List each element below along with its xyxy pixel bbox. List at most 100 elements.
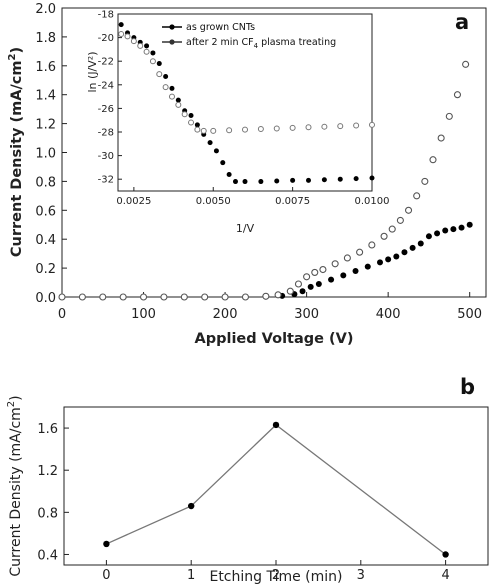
panel-b-plot-frame — [63, 406, 489, 566]
panel-b-y-tick-label: 1.6 — [37, 422, 58, 437]
legend-marker-plasma — [169, 39, 175, 45]
inset-y-tick-label: -30 — [98, 151, 114, 162]
panel-a-data-point — [303, 273, 311, 281]
panel-a-data-point — [453, 91, 462, 99]
inset-data-point — [194, 122, 200, 128]
panel-b-y-tick-label: 0.8 — [37, 506, 58, 521]
panel-b-x-tick-label: 1 — [187, 568, 195, 583]
inset-data-point — [149, 58, 156, 65]
panel-b-x-tick-label: 3 — [357, 568, 365, 583]
panel-a-data-point — [262, 292, 270, 300]
inset-x-tick-label: 0.0100 — [355, 196, 390, 207]
panel-a-data-point — [434, 230, 441, 237]
panel-a-data-point — [377, 259, 383, 266]
inset-data-point — [321, 123, 328, 130]
inset-data-point — [175, 97, 181, 103]
inset-plot-frame — [117, 13, 373, 192]
panel-a-y-tick-label: 1.4 — [35, 89, 56, 104]
inset-data-point — [353, 176, 359, 182]
inset-data-point — [150, 50, 156, 56]
panel-a-data-point — [201, 293, 209, 301]
panel-a-data-point — [331, 260, 339, 268]
inset-data-point — [188, 112, 194, 118]
panel-a-data-point — [445, 112, 453, 120]
panel-a-y-tick-label: 0.4 — [35, 233, 56, 248]
panel-a-data-point — [393, 253, 400, 260]
panel-a-data-point — [286, 287, 294, 295]
inset-data-point — [144, 43, 150, 49]
inset-data-point — [156, 71, 163, 78]
panel-a-data-point — [450, 226, 457, 233]
inset-data-point — [194, 126, 201, 133]
inset-data-point — [200, 127, 207, 134]
panel-a-x-axis-title: Applied Voltage (V) — [195, 331, 354, 347]
panel-b-data-point — [188, 502, 195, 510]
inset-x-tick-label: 0.0050 — [196, 196, 231, 207]
legend-marker-as-grown — [169, 24, 175, 30]
panel-a-data-point — [458, 224, 465, 231]
panel-a-data-point — [417, 240, 424, 247]
panel-a-series-0 — [59, 221, 473, 300]
panel-a-y-tick-label: 0.8 — [35, 175, 56, 190]
panel-a-data-point — [368, 241, 376, 249]
inset-data-point — [213, 148, 219, 154]
panel-a-data-point — [221, 293, 229, 301]
panel-a-label: a — [455, 10, 469, 34]
inset-data-point — [143, 48, 150, 55]
inset-data-point — [124, 33, 131, 40]
panel-a-x-tick-label: 200 — [213, 307, 238, 322]
panel-b-y-tick-label: 0.4 — [37, 548, 58, 563]
inset-data-point — [337, 176, 343, 182]
panel-a-data-point — [404, 206, 413, 214]
panel-b-series-line — [106, 424, 446, 555]
panel-a-data-point — [352, 267, 359, 274]
inset-data-point — [169, 85, 175, 91]
panel-a-y-axis-title: Current Density (mA/cm2) — [7, 47, 25, 257]
inset-data-point — [273, 125, 280, 132]
panel-a-data-point — [139, 293, 148, 301]
panel-b-label: b — [460, 375, 475, 399]
inset-data-point — [258, 179, 264, 185]
panel-a-data-point — [99, 293, 107, 301]
panel-a-data-point — [241, 293, 250, 301]
panel-a-data-point — [413, 192, 421, 200]
inset-y-axis-title: ln (J/V²) — [86, 52, 99, 93]
inset-data-point — [257, 126, 264, 133]
panel-a-data-point — [315, 280, 322, 287]
panel-a-y-tick-label: 0.0 — [35, 291, 56, 306]
panel-a-data-point — [160, 293, 168, 301]
panel-a: 0 100 200 300 400 500 0.0 0.2 0.4 0.6 0.8 1.0 1.2 1.… — [7, 2, 487, 347]
panel-b-x-axis-title: Etching Time (min) — [209, 569, 342, 585]
panel-a-data-point — [388, 225, 396, 233]
panel-b-data-point — [103, 540, 110, 548]
panel-a-x-ticks: 0 100 200 300 400 500 — [58, 292, 482, 322]
panel-a-series — [58, 60, 473, 301]
panel-a-x-tick-label: 100 — [131, 307, 156, 322]
panel-a-data-point — [328, 276, 335, 283]
inset-data-point — [156, 61, 162, 67]
inset-x-tick-label: 0.0075 — [275, 196, 310, 207]
panel-a-data-point — [119, 293, 127, 301]
panel-a-data-point — [299, 288, 306, 295]
inset-series-0 — [118, 22, 375, 185]
inset-x-tick-label: 0.0025 — [116, 196, 151, 207]
panel-b: 0 1 2 3 4 0.4 0.8 1.2 1.6 Etching Time (min) Cu… — [6, 375, 489, 585]
inset-data-point — [306, 177, 311, 183]
inset-data-point — [130, 38, 137, 45]
panel-b-x-tick-label: 0 — [102, 568, 110, 583]
panel-a-data-point — [401, 249, 408, 256]
inset-data-point — [118, 31, 125, 38]
panel-a-data-point — [311, 268, 319, 276]
inset-data-point — [181, 111, 188, 118]
inset-y-tick-label: -26 — [98, 104, 114, 115]
inset-x-axis-title: 1/V — [236, 222, 255, 235]
panel-b-y-ticks: 0.4 0.8 1.2 1.6 — [37, 422, 69, 563]
inset-y-tick-label: -18 — [98, 10, 114, 21]
inset-data-point — [188, 119, 195, 126]
panel-a-data-point — [429, 156, 437, 164]
panel-a-data-point — [380, 232, 388, 240]
inset-y-tick-label: -20 — [98, 33, 114, 44]
inset-y-ticks: -18 -20 -22 -24 -26 -28 -30 -32 — [98, 10, 122, 186]
inset-y-tick-label: -28 — [98, 128, 114, 139]
inset-data-point — [242, 179, 248, 185]
